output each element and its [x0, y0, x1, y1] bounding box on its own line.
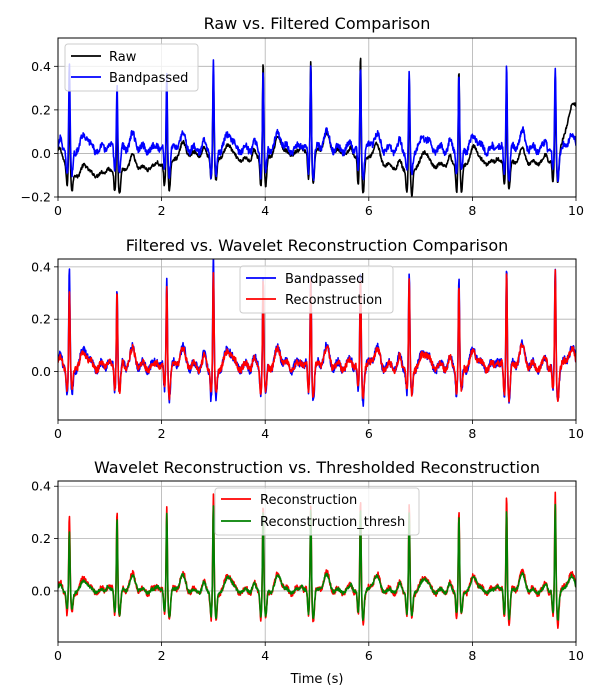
chart-1-ytick-label-2: 0.2	[31, 102, 51, 117]
chart-2-ytick-label-1: 0.2	[31, 312, 51, 327]
chart-1-ytick-label-0: −0.2	[21, 190, 51, 205]
legend-1-label-bandpassed: Bandpassed	[109, 71, 188, 86]
chart-2-xtick-label-0: 0	[54, 426, 62, 441]
chart-3-xtick-label-5: 10	[568, 648, 584, 663]
chart-2-title: Filtered vs. Wavelet Reconstruction Comp…	[126, 236, 509, 255]
legend-1-label-raw: Raw	[109, 50, 137, 65]
chart-panel-3: Wavelet Reconstruction vs. Thresholded R…	[31, 458, 584, 687]
chart-panel-2: Filtered vs. Wavelet Reconstruction Comp…	[31, 236, 584, 441]
chart-3-x-axis-label: Time (s)	[290, 672, 344, 687]
chart-1-xtick-label-5: 10	[568, 203, 584, 218]
chart-3-frame	[57, 480, 577, 643]
chart-2-legend: Bandpassed Reconstruction	[239, 265, 394, 314]
chart-2-xtick-label-4: 8	[468, 426, 476, 441]
chart-2-xtick-label-3: 6	[365, 426, 373, 441]
chart-1-xtick-label-1: 2	[158, 203, 166, 218]
chart-2-xtick-label-5: 10	[568, 426, 584, 441]
chart-2-frame	[57, 258, 577, 421]
chart-1-frame	[57, 37, 577, 198]
chart-1-xtick-label-4: 8	[468, 203, 476, 218]
chart-2-ytick-label-2: 0.4	[31, 259, 51, 274]
chart-3-xtick-label-0: 0	[54, 648, 62, 663]
chart-1-xtick-label-2: 4	[261, 203, 269, 218]
chart-3-xtick-label-1: 2	[158, 648, 166, 663]
chart-2-xtick-label-2: 4	[261, 426, 269, 441]
legend-2-label-reconstruction: Reconstruction	[285, 293, 382, 308]
chart-3-title: Wavelet Reconstruction vs. Thresholded R…	[94, 458, 540, 477]
legend-3-label-reconstruction: Reconstruction	[260, 493, 357, 508]
chart-panel-1: Raw vs. Filtered Comparison 0 2 4 6 8 10 −0.2 0…	[21, 14, 584, 218]
chart-3-xtick-label-2: 4	[261, 648, 269, 663]
chart-3-ytick-label-0: 0.0	[31, 583, 51, 598]
chart-3-xtick-label-4: 8	[468, 648, 476, 663]
chart-1-xtick-label-0: 0	[54, 203, 62, 218]
chart-3-series-reconstruction-thresh	[58, 503, 576, 622]
chart-3-legend: Reconstruction Reconstruction_thresh	[214, 487, 420, 536]
chart-2-xtick-label-1: 2	[158, 426, 166, 441]
chart-1-series-bandpassed	[58, 59, 576, 183]
chart-3-xtick-label-3: 6	[365, 648, 373, 663]
legend-3-label-reconstruction-thresh: Reconstruction_thresh	[260, 515, 405, 530]
legend-2-label-bandpassed: Bandpassed	[285, 272, 364, 287]
chart-3-ytick-label-1: 0.2	[31, 531, 51, 546]
chart-1-ytick-label-1: 0.0	[31, 146, 51, 161]
chart-2-series-reconstruction	[58, 269, 576, 403]
chart-1-ytick-label-3: 0.4	[31, 59, 51, 74]
chart-1-xtick-label-3: 6	[365, 203, 373, 218]
chart-1-legend: Raw Bandpassed	[64, 43, 199, 92]
chart-2-ytick-label-0: 0.0	[31, 364, 51, 379]
chart-1-title: Raw vs. Filtered Comparison	[204, 14, 431, 33]
chart-3-ytick-label-2: 0.4	[31, 479, 51, 494]
